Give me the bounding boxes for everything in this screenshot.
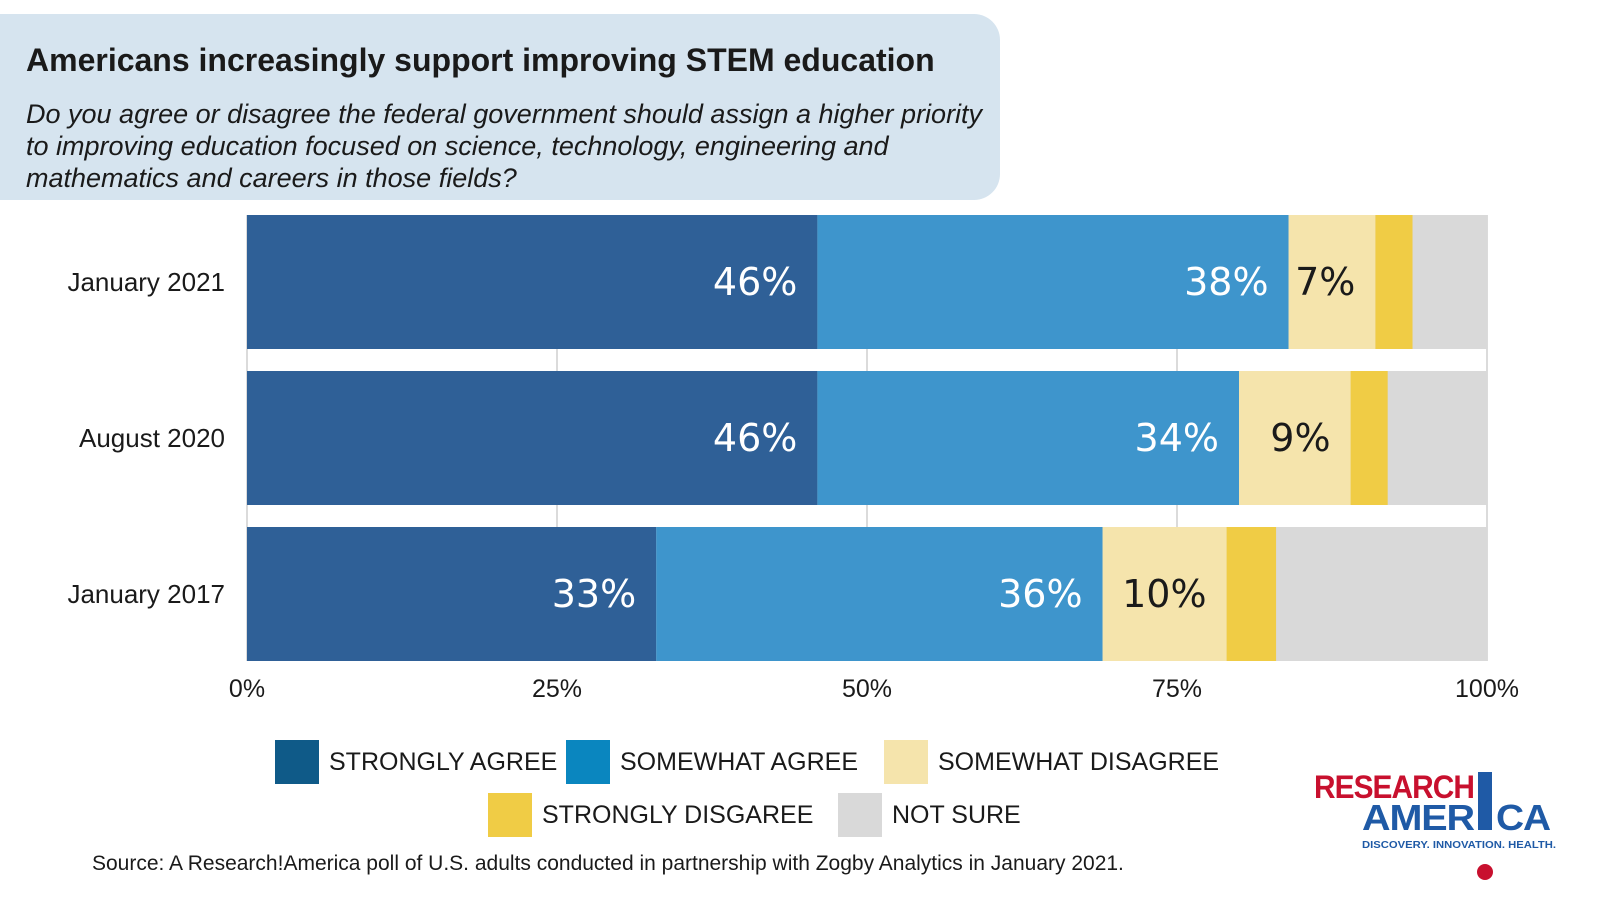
x-tick-label: 25% bbox=[532, 675, 582, 703]
title-panel: Americans increasingly support improving… bbox=[0, 14, 1000, 200]
data-label: 7% bbox=[1295, 260, 1355, 304]
legend-swatch-somewhat-disagree bbox=[884, 740, 928, 784]
data-label: 38% bbox=[1184, 260, 1268, 304]
data-label: 46% bbox=[713, 416, 797, 460]
logo-wordmark-amer: AMER bbox=[1362, 797, 1475, 838]
legend-item-somewhat-disagree: SOMEWHAT DISAGREE bbox=[884, 740, 1219, 784]
data-label: 9% bbox=[1270, 416, 1330, 460]
chart-title: Americans increasingly support improving… bbox=[26, 42, 935, 78]
bar-somewhat-disagree bbox=[1102, 527, 1227, 661]
data-label: 33% bbox=[552, 572, 636, 616]
bar-not-sure bbox=[1387, 371, 1487, 505]
legend-item-somewhat-agree: SOMEWHAT AGREE bbox=[566, 740, 858, 784]
x-tick-label: 0% bbox=[229, 675, 265, 703]
bar-somewhat-agree bbox=[817, 215, 1289, 349]
category-label: January 2021 bbox=[67, 267, 225, 297]
legend-item-strongly-agree: STRONGLY AGREE bbox=[275, 740, 557, 784]
source-note: Source: A Research!America poll of U.S. … bbox=[92, 852, 1124, 875]
legend-swatch-strongly-agree bbox=[275, 740, 319, 784]
bar-somewhat-agree bbox=[656, 527, 1103, 661]
research-america-logo: RESEARCH AMER CA DISCOVERY. INNOVATION. … bbox=[1314, 769, 1556, 880]
legend-swatch-not-sure bbox=[838, 793, 882, 837]
stacked-bar-chart: 46% 38% 7% January 2021 46% 34% 9% August 2020 3… bbox=[67, 215, 1519, 703]
data-label: 36% bbox=[998, 572, 1082, 616]
logo-wordmark-ca: CA bbox=[1496, 797, 1551, 838]
bar-somewhat-disagree bbox=[1239, 371, 1351, 505]
chart-subtitle: Do you agree or disagree the federal gov… bbox=[26, 99, 983, 193]
x-tick-label: 75% bbox=[1152, 675, 1202, 703]
logo-tagline: DISCOVERY. INNOVATION. HEALTH. bbox=[1362, 840, 1556, 851]
category-label: August 2020 bbox=[79, 423, 225, 453]
logo-wordmark-research: RESEARCH bbox=[1314, 769, 1474, 805]
x-tick-label: 50% bbox=[842, 675, 892, 703]
legend-swatch-somewhat-agree bbox=[566, 740, 610, 784]
logo-exclamation-bar bbox=[1478, 772, 1492, 830]
bar-not-sure bbox=[1276, 527, 1487, 661]
legend-swatch-strongly-disagree bbox=[488, 793, 532, 837]
bar-strongly-disgaree bbox=[1375, 215, 1413, 349]
bar-strongly-disgaree bbox=[1226, 527, 1277, 661]
legend-label-strongly-agree: STRONGLY AGREE bbox=[329, 747, 558, 776]
bar-strongly-disgaree bbox=[1350, 371, 1388, 505]
bar-strongly-agree bbox=[247, 215, 818, 349]
data-label: 10% bbox=[1122, 572, 1206, 616]
legend-item-not-sure: NOT SURE bbox=[838, 793, 1021, 837]
logo-exclamation-dot bbox=[1477, 864, 1493, 880]
bar-not-sure bbox=[1412, 215, 1487, 349]
bar-strongly-agree bbox=[247, 371, 818, 505]
legend-item-strongly-disagree: STRONGLY DISGAREE bbox=[488, 793, 813, 837]
data-label: 34% bbox=[1135, 416, 1219, 460]
bar-somewhat-agree bbox=[817, 371, 1239, 505]
bar-somewhat-disagree bbox=[1288, 215, 1376, 349]
legend-label-not-sure: NOT SURE bbox=[892, 800, 1021, 829]
legend-label-somewhat-agree: SOMEWHAT AGREE bbox=[620, 747, 859, 776]
data-label: 46% bbox=[713, 260, 797, 304]
category-label: January 2017 bbox=[67, 579, 225, 609]
legend-label-somewhat-disagree: SOMEWHAT DISAGREE bbox=[938, 747, 1220, 776]
x-tick-label: 100% bbox=[1455, 675, 1519, 703]
legend-label-strongly-disagree: STRONGLY DISGAREE bbox=[542, 800, 814, 829]
bar-strongly-agree bbox=[247, 527, 657, 661]
